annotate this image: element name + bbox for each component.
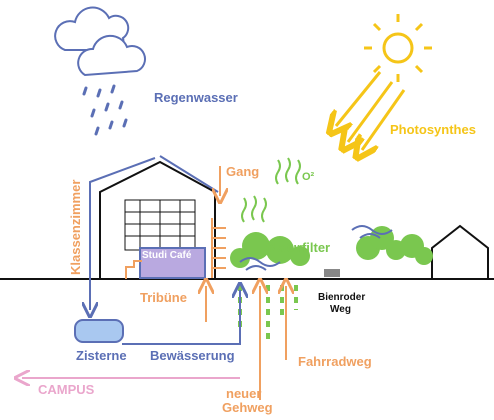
label: Fahrradweg <box>298 354 372 369</box>
clouds <box>54 6 146 77</box>
label: CAMPUS <box>38 382 95 397</box>
rain <box>82 84 128 136</box>
roots <box>238 285 298 340</box>
trees <box>230 226 433 277</box>
sun <box>336 14 432 150</box>
label: Bewässerung <box>150 348 235 363</box>
label: Zisterne <box>76 348 127 363</box>
label: Naturfilter <box>268 240 330 255</box>
label: Tribüne <box>140 290 187 305</box>
label: neuer <box>226 386 261 401</box>
building <box>99 160 226 279</box>
cistern <box>74 319 124 343</box>
label: Studi Café <box>142 250 192 261</box>
label: Klassenzimmer <box>68 180 83 275</box>
label: Regenwasser <box>154 90 238 105</box>
o2-waves <box>241 157 301 223</box>
label: Bienroder <box>318 292 365 303</box>
wind <box>239 225 393 271</box>
house <box>431 224 489 279</box>
label: Gehweg <box>222 400 273 415</box>
arrows <box>22 155 286 400</box>
label: Photosynthes <box>390 122 476 137</box>
label: Weg <box>330 304 351 315</box>
label: Gang <box>226 164 259 179</box>
label: O² <box>302 171 315 183</box>
